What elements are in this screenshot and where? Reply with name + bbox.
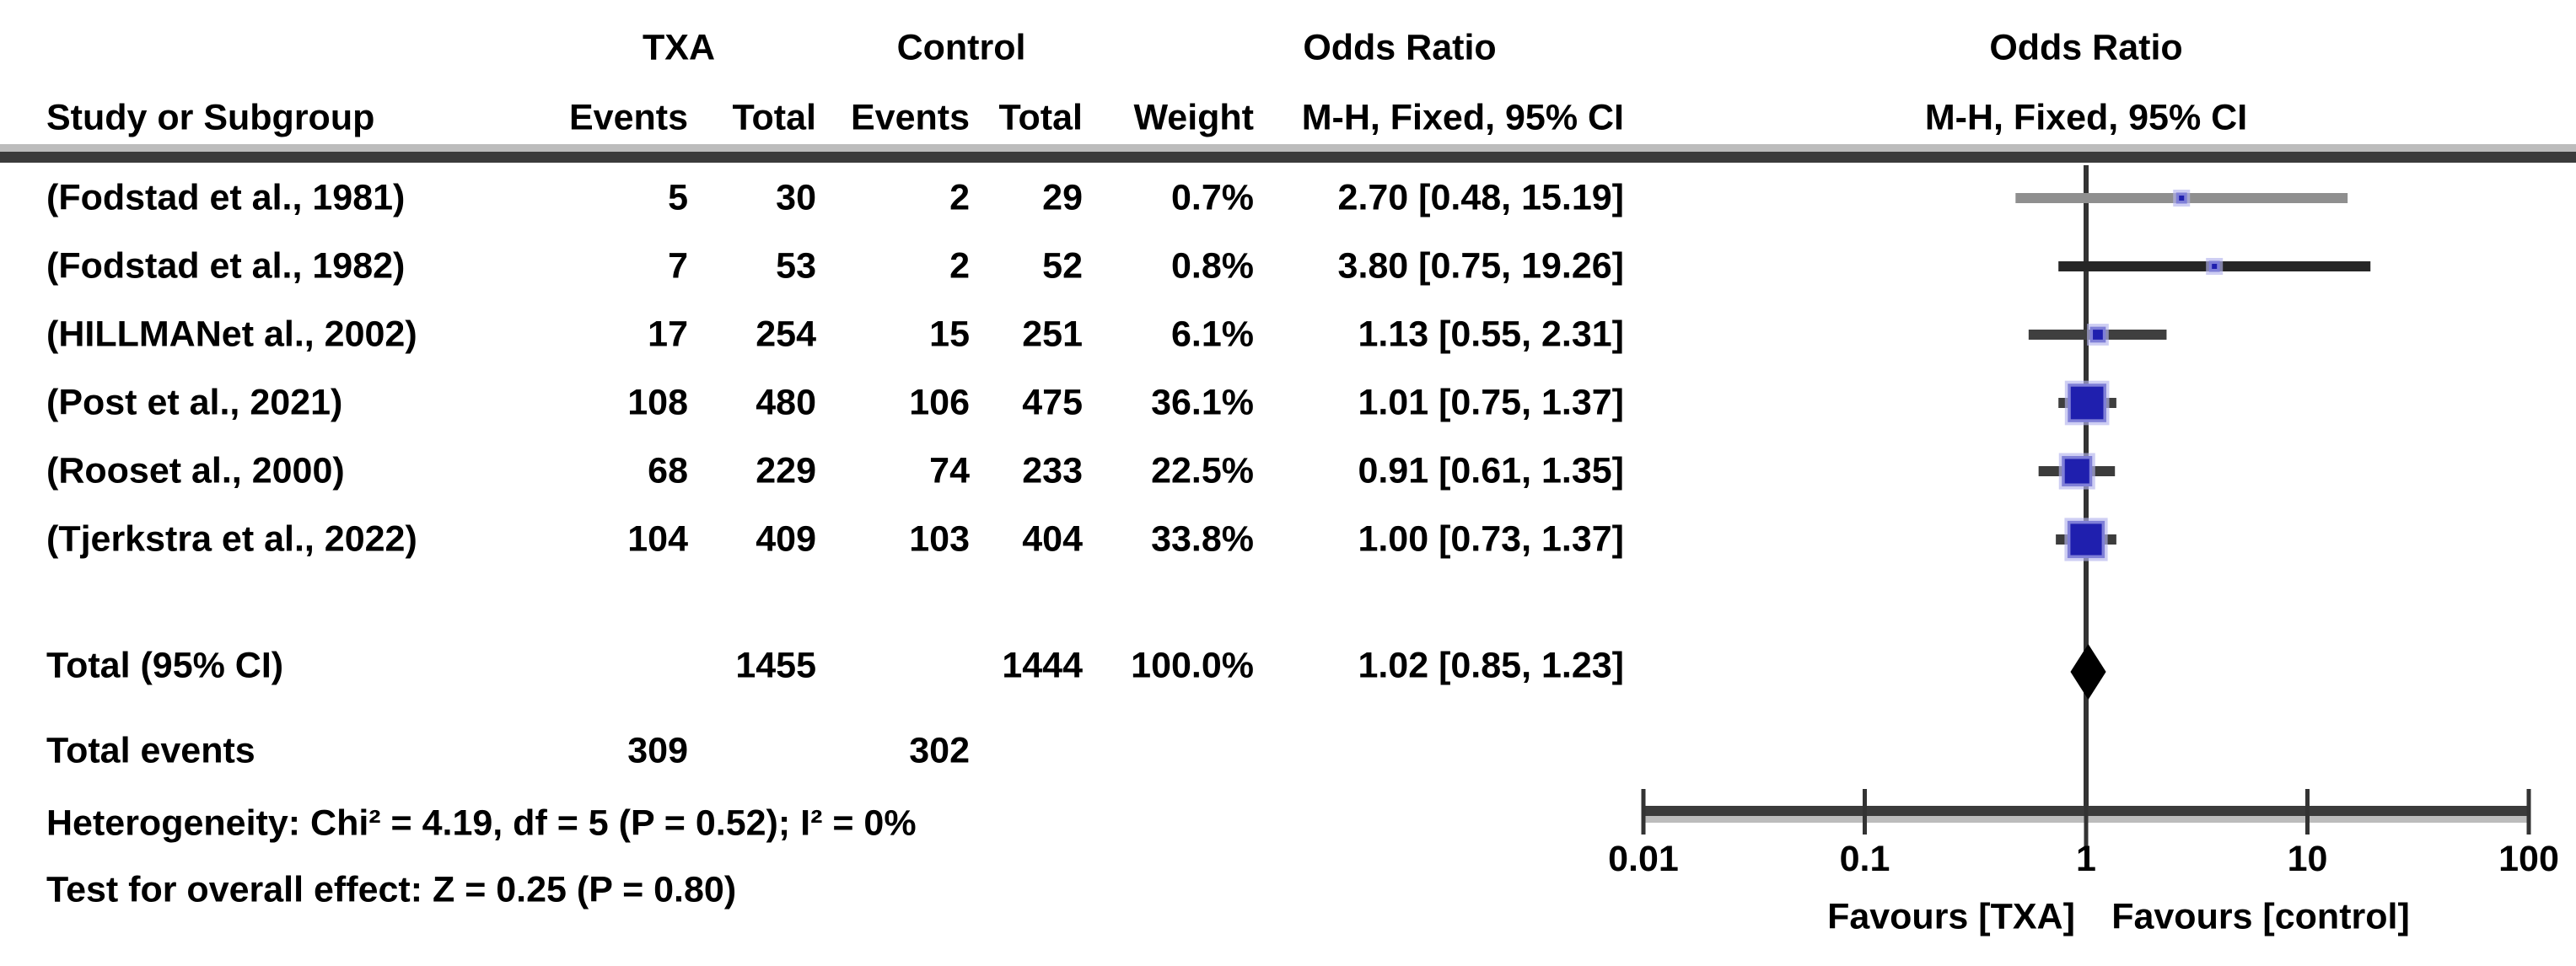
control-total-value: 29 bbox=[1042, 177, 1083, 218]
favours-right-label: Favours [control] bbox=[2111, 896, 2410, 937]
control-total-value: 404 bbox=[1022, 518, 1083, 560]
weight-value: 6.1% bbox=[1170, 314, 1254, 355]
header-rule-dark bbox=[0, 152, 2576, 163]
control-total-value: 52 bbox=[1042, 245, 1083, 287]
axis-tick-label: 0.01 bbox=[1608, 839, 1679, 879]
mh-ci-column-header-plot: M-H, Fixed, 95% CI bbox=[1924, 97, 2248, 138]
control-total-column-header: Total bbox=[998, 97, 1083, 138]
axis-tick-label: 100 bbox=[2498, 839, 2559, 879]
total-or-ci: 1.02 [0.85, 1.23] bbox=[1358, 645, 1624, 686]
or-marker bbox=[2058, 453, 2095, 490]
or-ci-value: 1.13 [0.55, 2.31] bbox=[1358, 314, 1624, 355]
control-total-value: 233 bbox=[1022, 450, 1083, 491]
or-ci-value: 1.01 [0.75, 1.37] bbox=[1358, 382, 1624, 423]
or-ci-value: 2.70 [0.48, 15.19] bbox=[1337, 177, 1624, 218]
weight-value: 0.8% bbox=[1170, 245, 1254, 287]
txa-total-value: 254 bbox=[756, 314, 816, 355]
txa-events-value: 68 bbox=[648, 450, 688, 491]
favours-left-label: Favours [TXA] bbox=[1827, 896, 2075, 937]
or-marker bbox=[2064, 518, 2108, 561]
total-weight: 100.0% bbox=[1131, 645, 1254, 686]
mh-ci-column-header-table: M-H, Fixed, 95% CI bbox=[1301, 97, 1624, 138]
txa-total-value: 30 bbox=[776, 177, 816, 218]
total-diamond bbox=[2070, 644, 2106, 700]
control-events-value: 106 bbox=[909, 382, 970, 423]
odds-ratio-header-plot: Odds Ratio bbox=[1989, 27, 2183, 68]
total-events-label: Total events bbox=[46, 730, 255, 771]
txa-total-value: 480 bbox=[756, 382, 816, 423]
total-control-total: 1444 bbox=[1002, 645, 1083, 686]
study-label: (Post et al., 2021) bbox=[46, 382, 343, 423]
study-label: (Rooset al., 2000) bbox=[46, 450, 345, 491]
txa-total-value: 53 bbox=[776, 245, 816, 287]
or-marker bbox=[2087, 324, 2109, 346]
total-txa-total: 1455 bbox=[735, 645, 816, 686]
study-column-header: Study or Subgroup bbox=[46, 97, 375, 138]
study-label: (Fodstad et al., 1982) bbox=[46, 245, 406, 287]
txa-total-value: 409 bbox=[756, 518, 816, 560]
txa-events-value: 104 bbox=[627, 518, 688, 560]
study-label: (Tjerkstra et al., 2022) bbox=[46, 518, 417, 560]
txa-total-value: 229 bbox=[756, 450, 816, 491]
control-group-header: Control bbox=[896, 27, 1026, 68]
control-events-value: 74 bbox=[929, 450, 970, 491]
control-total-value: 251 bbox=[1022, 314, 1083, 355]
or-marker bbox=[2173, 190, 2191, 207]
total-label: Total (95% CI) bbox=[46, 645, 284, 686]
or-marker bbox=[2064, 380, 2110, 426]
axis-tick-label: 10 bbox=[2288, 839, 2328, 879]
weight-value: 0.7% bbox=[1170, 177, 1254, 218]
total-events-txa: 309 bbox=[627, 730, 688, 771]
weight-value: 36.1% bbox=[1151, 382, 1254, 423]
study-label: (Fodstad et al., 1981) bbox=[46, 177, 406, 218]
control-events-column-header: Events bbox=[850, 97, 970, 138]
header-rule-light bbox=[0, 144, 2576, 152]
control-events-value: 2 bbox=[949, 245, 970, 287]
control-events-value: 2 bbox=[949, 177, 970, 218]
or-ci-value: 3.80 [0.75, 19.26] bbox=[1337, 245, 1624, 287]
or-marker bbox=[2206, 258, 2224, 275]
study-label: (HILLMANet al., 2002) bbox=[46, 314, 417, 355]
txa-group-header: TXA bbox=[643, 27, 715, 68]
txa-events-value: 108 bbox=[627, 382, 688, 423]
txa-events-column-header: Events bbox=[568, 97, 688, 138]
weight-column-header: Weight bbox=[1133, 97, 1254, 138]
txa-total-column-header: Total bbox=[732, 97, 816, 138]
overall-effect-text: Test for overall effect: Z = 0.25 (P = 0… bbox=[46, 869, 737, 910]
control-events-value: 103 bbox=[909, 518, 970, 560]
or-ci-value: 0.91 [0.61, 1.35] bbox=[1358, 450, 1624, 491]
control-events-value: 15 bbox=[929, 314, 970, 355]
axis-tick-label: 1 bbox=[2076, 839, 2096, 879]
control-total-value: 475 bbox=[1022, 382, 1083, 423]
heterogeneity-text: Heterogeneity: Chi² = 4.19, df = 5 (P = … bbox=[46, 802, 917, 844]
weight-value: 33.8% bbox=[1151, 518, 1254, 560]
or-ci-value: 1.00 [0.73, 1.37] bbox=[1358, 518, 1624, 560]
txa-events-value: 7 bbox=[668, 245, 688, 287]
txa-events-value: 5 bbox=[668, 177, 688, 218]
odds-ratio-header-table: Odds Ratio bbox=[1303, 27, 1497, 68]
total-events-control: 302 bbox=[909, 730, 970, 771]
weight-value: 22.5% bbox=[1151, 450, 1254, 491]
axis-tick-label: 0.1 bbox=[1840, 839, 1890, 879]
txa-events-value: 17 bbox=[648, 314, 688, 355]
